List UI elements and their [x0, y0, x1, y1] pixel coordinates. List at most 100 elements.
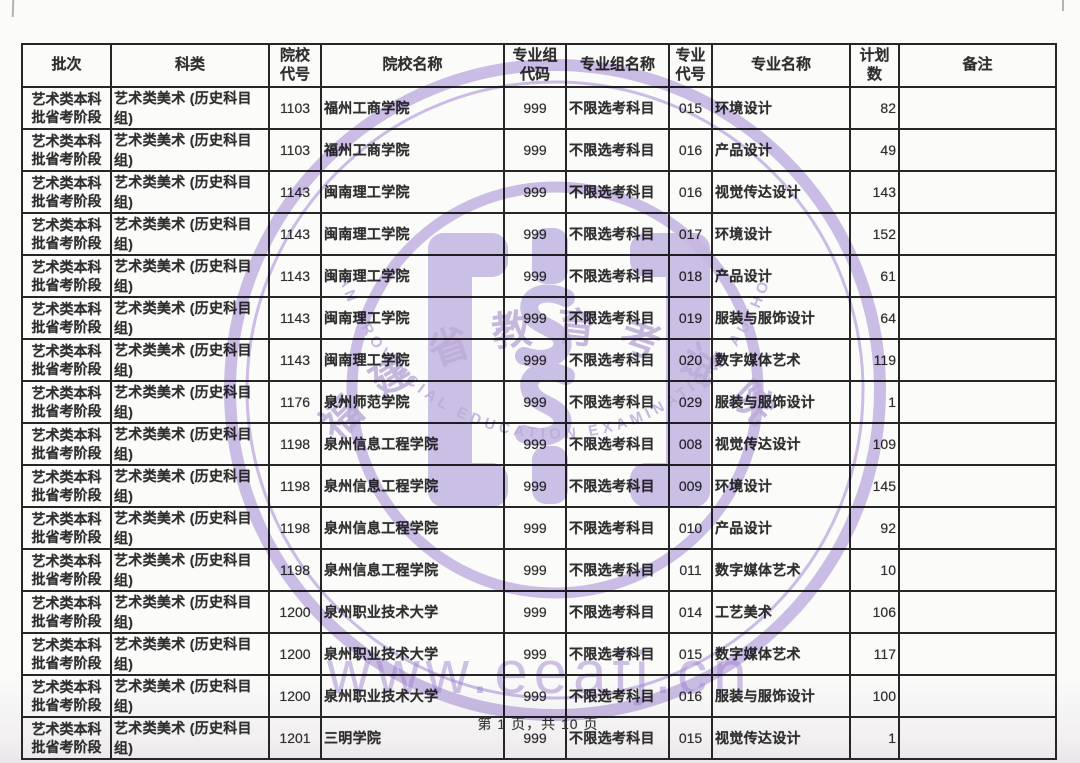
table-cell: 019: [668, 296, 713, 340]
table-cell: 泉州信息工程学院: [320, 548, 505, 592]
table-cell: 艺术类本科批省考阶段: [21, 128, 112, 172]
col-header-remarks: 备注: [898, 43, 1057, 88]
table-cell: 999: [503, 296, 567, 340]
table-row: 艺术类本科批省考阶段 艺术类美术 (历史科目组) 1143 闽南理工学院 999 不限选考…: [21, 338, 1057, 382]
table-cell: 泉州信息工程学院: [320, 422, 505, 466]
table-cell: [898, 128, 1057, 172]
table-cell: 艺术类本科批省考阶段: [21, 548, 112, 592]
table-cell: 1200: [268, 632, 322, 676]
table-cell: 艺术类本科批省考阶段: [21, 674, 112, 718]
table-cell: 艺术类美术 (历史科目组): [110, 632, 270, 676]
table-cell: 不限选考科目: [565, 674, 670, 718]
table-cell: 999: [503, 422, 567, 466]
table-cell: 1198: [268, 464, 322, 508]
table-cell: 艺术类美术 (历史科目组): [110, 128, 270, 172]
table-cell: 999: [503, 380, 567, 424]
table-cell: 产品设计: [711, 254, 851, 298]
col-header-major-group-name: 专业组名称: [565, 43, 670, 88]
table-cell: 999: [503, 86, 567, 130]
table-cell: 018: [668, 254, 713, 298]
table-cell: 1200: [268, 590, 322, 634]
table-cell: 82: [849, 86, 900, 130]
table-cell: 999: [503, 506, 567, 550]
col-header-plan-count: 计划 数: [849, 43, 900, 88]
table-cell: 1143: [268, 170, 322, 214]
table-cell: 999: [503, 590, 567, 634]
table-row: 艺术类本科批省考阶段 艺术类美术 (历史科目组) 1143 闽南理工学院 999 不限选考…: [21, 170, 1057, 214]
table-cell: 泉州职业技术大学: [320, 674, 505, 718]
table-cell: 999: [503, 674, 567, 718]
admission-plan-table: 批次 科类 院校 代号 院校名称 专业组 代码 专业组名称 专业 代号 专业名称…: [21, 43, 1057, 760]
table-cell: 服装与服饰设计: [711, 296, 851, 340]
table-cell: 工艺美术: [711, 590, 851, 634]
table-cell: 环境设计: [711, 212, 851, 256]
table-cell: [898, 170, 1057, 214]
table-cell: 016: [668, 674, 713, 718]
table-cell: 不限选考科目: [565, 86, 670, 130]
table-cell: 艺术类美术 (历史科目组): [110, 296, 270, 340]
table-cell: 艺术类美术 (历史科目组): [110, 86, 270, 130]
table-cell: 119: [849, 338, 900, 382]
table-cell: 999: [503, 254, 567, 298]
table-cell: 艺术类美术 (历史科目组): [110, 590, 270, 634]
table-cell: 999: [503, 716, 567, 760]
table-cell: 闽南理工学院: [320, 338, 505, 382]
table-cell: 艺术类本科批省考阶段: [21, 380, 112, 424]
table-cell: 999: [503, 548, 567, 592]
table-cell: 1103: [268, 86, 322, 130]
table-cell: 服装与服饰设计: [711, 674, 851, 718]
table-cell: 闽南理工学院: [320, 170, 505, 214]
table-cell: 艺术类美术 (历史科目组): [110, 506, 270, 550]
table-cell: 不限选考科目: [565, 212, 670, 256]
table-row: 艺术类本科批省考阶段 艺术类美术 (历史科目组) 1103 福州工商学院 999 不限选考…: [21, 86, 1057, 130]
table-cell: 029: [668, 380, 713, 424]
table-cell: 视觉传达设计: [711, 422, 851, 466]
table-cell: 闽南理工学院: [320, 296, 505, 340]
table-cell: 152: [849, 212, 900, 256]
table-cell: 010: [668, 506, 713, 550]
table-row: 艺术类本科批省考阶段 艺术类美术 (历史科目组) 1198 泉州信息工程学院 999 不限…: [21, 548, 1057, 592]
table-cell: [898, 632, 1057, 676]
table-cell: 不限选考科目: [565, 548, 670, 592]
table-cell: [898, 506, 1057, 550]
table-cell: 艺术类美术 (历史科目组): [110, 548, 270, 592]
page-number-footer: 第 1 页，共 10 页: [477, 716, 599, 732]
table-cell: 64: [849, 296, 900, 340]
table-cell: 泉州信息工程学院: [320, 464, 505, 508]
table-cell: 117: [849, 632, 900, 676]
table-cell: 艺术类美术 (历史科目组): [110, 674, 270, 718]
table-cell: 009: [668, 464, 713, 508]
table-cell: 999: [503, 338, 567, 382]
table-cell: 61: [849, 254, 900, 298]
table-cell: 艺术类本科批省考阶段: [21, 506, 112, 550]
col-header-major-group-code: 专业组 代码: [503, 43, 567, 88]
col-header-major-code: 专业 代号: [668, 43, 713, 88]
table-cell: [898, 590, 1057, 634]
table-cell: 49: [849, 128, 900, 172]
table-cell: 环境设计: [711, 464, 851, 508]
table-cell: 999: [503, 464, 567, 508]
table-cell: [898, 86, 1057, 130]
table-cell: 不限选考科目: [565, 338, 670, 382]
table-cell: [898, 674, 1057, 718]
table-row: 艺术类本科批省考阶段 艺术类美术 (历史科目组) 1198 泉州信息工程学院 999 不限…: [21, 464, 1057, 508]
table-row: 艺术类本科批省考阶段 艺术类美术 (历史科目组) 1143 闽南理工学院 999 不限选考…: [21, 254, 1057, 298]
table-cell: 产品设计: [711, 128, 851, 172]
table-cell: 数字媒体艺术: [711, 632, 851, 676]
table-cell: [898, 338, 1057, 382]
table-cell: 1143: [268, 254, 322, 298]
table-cell: 100: [849, 674, 900, 718]
scan-artifact-mark: [1062, 0, 1064, 11]
table-cell: [898, 380, 1057, 424]
table-cell: 福州工商学院: [320, 86, 505, 130]
table-cell: 不限选考科目: [565, 632, 670, 676]
col-header-major-name: 专业名称: [711, 43, 851, 88]
table-cell: 106: [849, 590, 900, 634]
table-cell: [898, 716, 1057, 760]
table-cell: 艺术类本科批省考阶段: [21, 212, 112, 256]
scan-artifact-mark: [11, 0, 15, 18]
table-cell: 产品设计: [711, 506, 851, 550]
table-cell: 泉州职业技术大学: [320, 632, 505, 676]
table-cell: [898, 212, 1057, 256]
table-cell: [898, 296, 1057, 340]
